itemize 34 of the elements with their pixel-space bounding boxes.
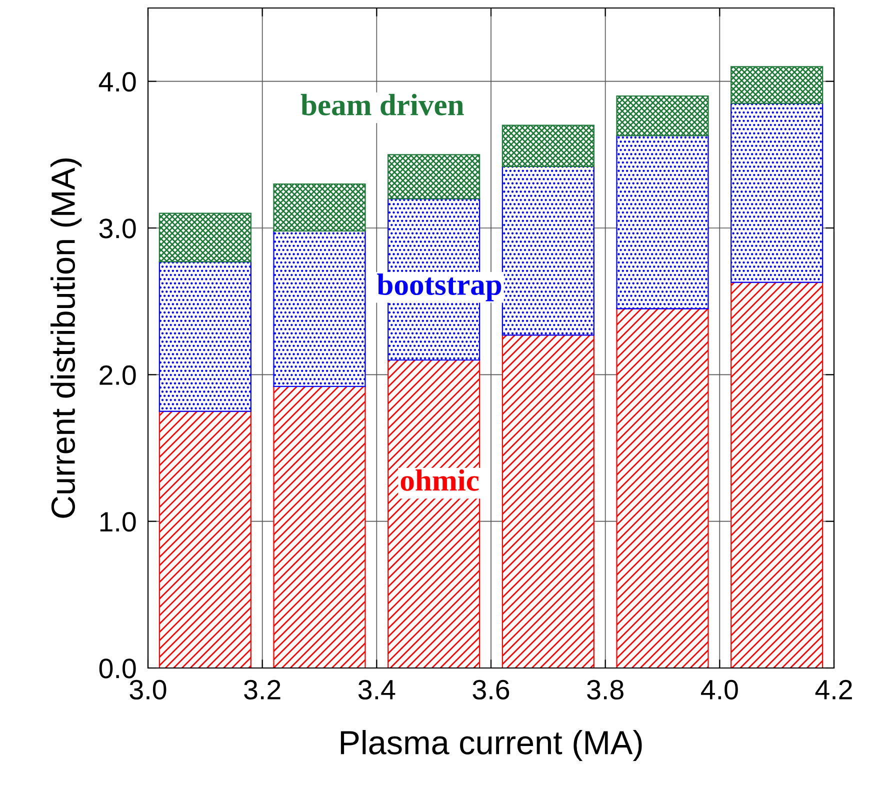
x-tick-label: 4.2 (815, 680, 852, 700)
x-tick-label: 3.6 (472, 680, 510, 700)
y-axis-title: Current distribution (MA) (50, 158, 82, 518)
bar (158, 261, 252, 412)
bar (158, 212, 252, 262)
x-tick-label: 3.8 (587, 680, 624, 700)
y-tick-label: 1.0 (100, 512, 136, 532)
series-label: bootstrap (377, 274, 502, 302)
y-tick-label: 4.0 (98, 72, 136, 92)
bar (616, 308, 709, 668)
x-tick-label: 3.0 (130, 680, 166, 700)
x-axis-title: Plasma current (MA) (340, 730, 642, 762)
bar (730, 66, 824, 104)
bar (730, 102, 824, 283)
bar (273, 230, 366, 387)
series-label: ohmic (400, 469, 479, 491)
bar (502, 334, 594, 668)
bar (616, 135, 709, 310)
bar (502, 166, 594, 336)
bar (388, 154, 480, 200)
bar (158, 410, 252, 668)
bar (502, 124, 594, 167)
x-tick-label: 3.2 (244, 680, 280, 700)
y-tick-label: 0.0 (99, 658, 136, 678)
x-tick-label: 3.4 (358, 680, 396, 700)
bar (730, 282, 824, 668)
series-label: beam driven (300, 94, 464, 116)
bar (273, 386, 366, 668)
y-tick-label: 2.0 (100, 365, 136, 386)
y-tick-label: 3.0 (99, 218, 136, 238)
bar (616, 95, 709, 136)
bar (388, 359, 480, 668)
bar (273, 183, 366, 232)
x-tick-label: 4.0 (701, 680, 738, 700)
